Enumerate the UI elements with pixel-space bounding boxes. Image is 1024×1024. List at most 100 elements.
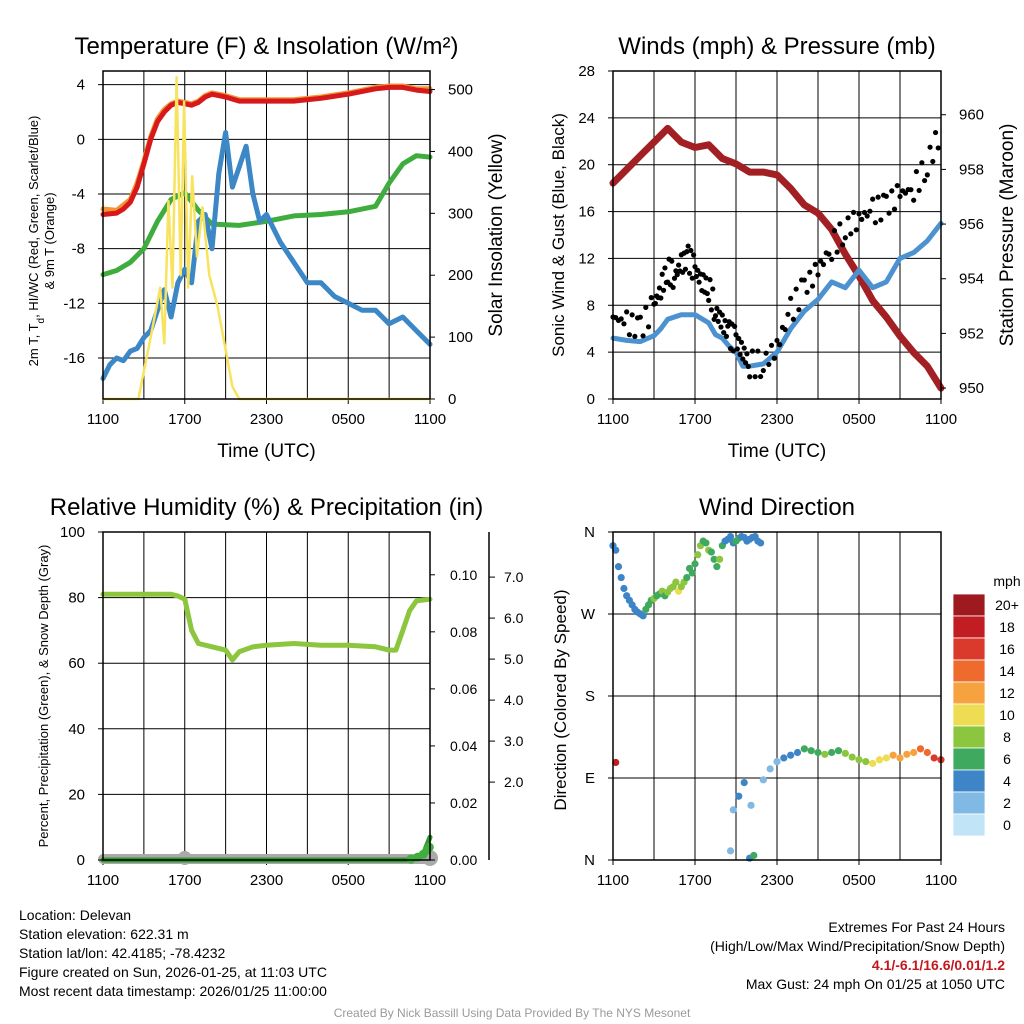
gust-point [763,350,769,356]
y-tick-label: 4 [587,344,595,361]
gust-point [696,279,702,285]
gust-point [652,300,658,307]
gust-point [738,339,745,345]
credit-text: Created By Nick Bassill Using Data Provi… [333,1006,691,1020]
x-tick-label: 1100 [414,411,446,428]
x-tick-label: 2300 [250,411,283,428]
colorbar-swatch [952,637,986,661]
series-line [100,84,433,217]
gust-point [867,208,873,214]
gust-point [722,317,728,324]
extremes-title: Extremes For Past 24 Hours [828,919,1005,935]
gust-point [686,270,693,276]
gust-point [658,295,664,301]
gust-point [861,209,868,216]
gust-point [693,273,699,280]
direction-point [882,754,890,762]
gust-point [886,210,892,216]
y-axis-label: Direction (Colored By Speed) [551,589,570,810]
direction-point [620,584,628,593]
gust-point [872,220,879,226]
chart-title: Wind Direction [699,494,855,521]
y-tick-label: -16 [63,350,85,367]
y2-tick-label: 0.06 [450,681,477,697]
gust-point [718,324,724,330]
y-tick-label: 40 [68,721,85,738]
y-axis-label-part: , HI/WC (Red, Green, Scarlet/Blue) [26,116,41,318]
y2-tick-label: 956 [959,216,984,233]
gust-point [632,333,638,340]
colorbar-swatch [952,659,986,683]
colorbar-tick-label: 2 [1003,795,1011,811]
direction-point [726,847,735,855]
y-tick-label: 4 [77,77,85,94]
extremes-subtitle: (High/Low/Max Wind/Precipitation/Snow De… [710,938,1005,954]
gust-point [845,215,851,221]
y-tick-label: -8 [72,241,85,258]
gust-point [911,197,917,203]
gust-point [875,194,881,200]
y2-tick-label: 400 [448,143,473,160]
gust-point [834,249,840,255]
gust-point [621,321,627,327]
gust-point [853,227,859,233]
gust-point [922,177,928,184]
gust-point [744,351,750,357]
direction-point [787,751,795,759]
gust-point [643,304,649,310]
gust-point [908,187,914,193]
y-tick-label: 60 [68,655,85,672]
direction-point [639,612,647,620]
gust-point [785,311,791,317]
y2-tick-label: 300 [448,205,473,222]
gust-point [848,231,854,237]
gust-point [670,284,676,291]
direction-point [617,573,625,582]
gust-point [774,337,780,344]
y2-tick-label: 954 [959,271,984,288]
direction-point [759,776,767,784]
direction-point [672,578,680,586]
direction-point [710,555,718,563]
gust-point [812,261,818,267]
y-tick-label: 0 [77,852,85,869]
gust-point [755,348,761,354]
colorbar-tick-label: 14 [999,663,1015,679]
y-tick-label: S [585,688,595,705]
extremes-values: 4.1/-6.1/16.6/0.01/1.2 [871,957,1005,973]
colorbar-label: mph [993,573,1020,589]
pressure-line [609,124,945,392]
direction-point [814,748,822,757]
gust-point [626,332,633,338]
y-tick-label: 80 [68,590,85,607]
gust-point [637,314,643,320]
panel-4: 1100 1700 2300 0500 1100 Wind Direction N W S E N D… [551,494,957,889]
station-info: Location: Delevan Station elevation: 622… [19,906,327,1001]
gust-point [645,324,652,330]
gust-point [624,309,630,315]
chart-title: Relative Humidity (%) & Precipitation (i… [50,494,483,521]
x-tick-label: 1100 [925,872,957,889]
gust-point [889,188,895,194]
plot-border [102,70,431,400]
colorbar-swatch [952,769,986,793]
colorbar-tick-label: 12 [999,685,1015,701]
gust-point [809,283,816,289]
direction-point [930,754,938,762]
gust-point [730,348,736,354]
gust-point [723,333,730,339]
y2-tick-label: 950 [959,380,984,397]
direction-point [716,555,724,563]
gust-point [674,272,680,278]
colorbar-swatch [952,791,986,815]
direction-point [750,851,758,860]
gust-point [749,348,756,354]
gust-point [932,129,939,136]
direction-point [757,539,765,547]
extremes-info: Extremes For Past 24 Hours (High/Low/Max… [710,918,1005,994]
direction-point [702,539,710,547]
y3-tick-label: 7.0 [504,569,524,585]
y2-tick-label: 952 [959,325,984,342]
direction-point [614,563,623,571]
gust-point [758,373,764,380]
